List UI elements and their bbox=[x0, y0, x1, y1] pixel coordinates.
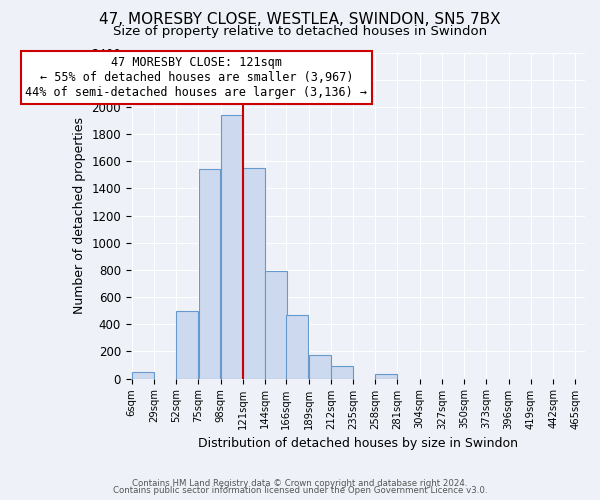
Bar bbox=[286, 316, 308, 378]
Text: Contains HM Land Registry data © Crown copyright and database right 2024.: Contains HM Land Registry data © Crown c… bbox=[132, 478, 468, 488]
Bar bbox=[265, 271, 287, 378]
Bar bbox=[309, 355, 331, 378]
Text: 47 MORESBY CLOSE: 121sqm
← 55% of detached houses are smaller (3,967)
44% of sem: 47 MORESBY CLOSE: 121sqm ← 55% of detach… bbox=[25, 56, 367, 99]
Text: 47, MORESBY CLOSE, WESTLEA, SWINDON, SN5 7BX: 47, MORESBY CLOSE, WESTLEA, SWINDON, SN5… bbox=[99, 12, 501, 28]
Bar bbox=[199, 170, 220, 378]
Bar bbox=[221, 115, 242, 378]
Bar bbox=[132, 372, 154, 378]
Y-axis label: Number of detached properties: Number of detached properties bbox=[73, 117, 86, 314]
Bar bbox=[243, 168, 265, 378]
Text: Contains public sector information licensed under the Open Government Licence v3: Contains public sector information licen… bbox=[113, 486, 487, 495]
Bar bbox=[331, 366, 353, 378]
Text: Size of property relative to detached houses in Swindon: Size of property relative to detached ho… bbox=[113, 25, 487, 38]
Bar bbox=[176, 310, 198, 378]
Bar bbox=[376, 374, 397, 378]
X-axis label: Distribution of detached houses by size in Swindon: Distribution of detached houses by size … bbox=[198, 437, 518, 450]
